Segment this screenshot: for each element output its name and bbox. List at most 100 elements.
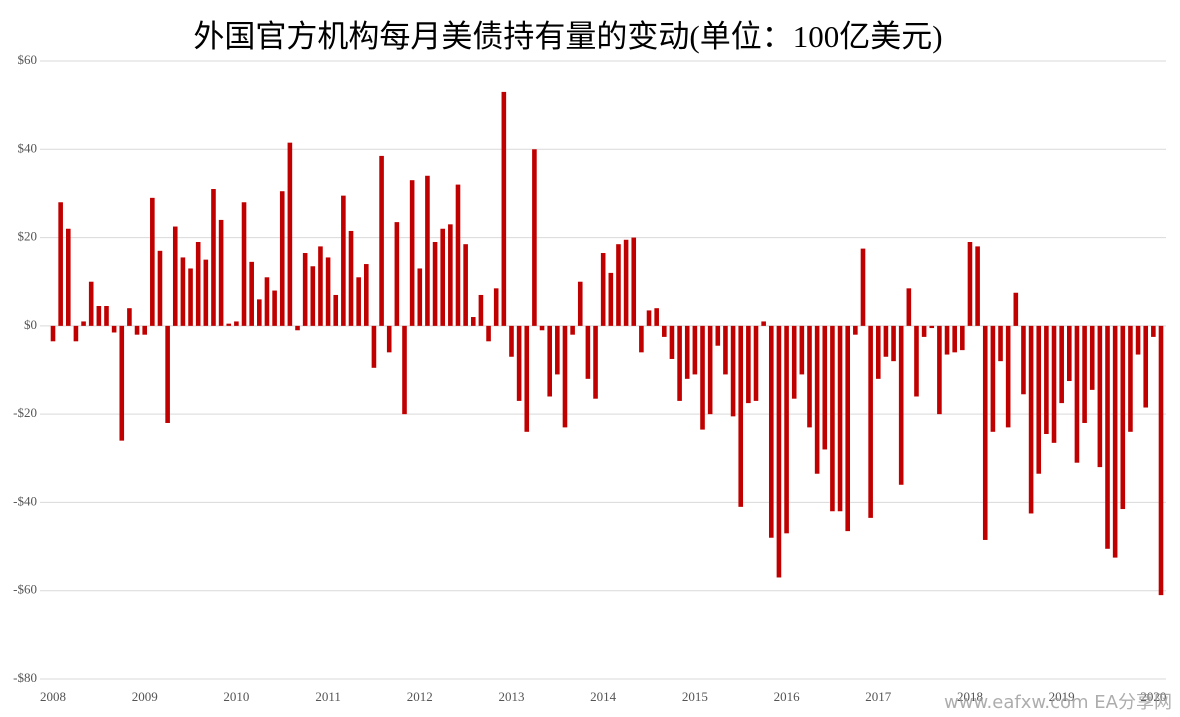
bar <box>440 228 446 326</box>
bar <box>990 325 996 432</box>
x-tick-label: 2012 <box>407 689 433 704</box>
bar <box>104 305 109 326</box>
bar <box>1097 325 1103 468</box>
bar <box>180 257 186 326</box>
chart-title: 外国官方机构每月美债持有量的变动(单位：100亿美元) <box>193 19 942 54</box>
bar <box>394 222 400 326</box>
bar <box>1051 325 1057 443</box>
bar <box>386 325 392 353</box>
bar <box>715 325 721 346</box>
bar <box>157 250 163 326</box>
bar <box>952 325 957 353</box>
bar <box>853 325 858 335</box>
bar <box>501 91 507 326</box>
bar <box>310 266 316 326</box>
bar <box>371 325 377 368</box>
bar <box>111 325 117 333</box>
bar <box>287 142 293 326</box>
bar <box>1082 325 1087 423</box>
bar <box>409 180 415 326</box>
bar <box>218 219 224 326</box>
bar <box>547 325 552 397</box>
y-tick-label: -$40 <box>13 493 37 508</box>
bar <box>81 321 86 326</box>
bar <box>211 189 216 326</box>
y-tick-label: -$80 <box>13 670 37 685</box>
bar <box>822 325 828 450</box>
bar <box>960 325 965 351</box>
bar <box>944 325 950 355</box>
bar <box>478 294 484 326</box>
watermark: www.eafxw.com EA分享网 <box>944 692 1172 713</box>
bar <box>142 325 147 335</box>
bar <box>746 325 751 404</box>
bar <box>73 325 79 342</box>
bar <box>860 248 866 326</box>
bar <box>234 321 239 326</box>
bar <box>707 325 713 415</box>
bar <box>692 325 698 375</box>
bar <box>50 325 56 342</box>
bar <box>58 202 63 326</box>
x-tick-label: 2018 <box>957 689 983 704</box>
bar <box>1151 325 1156 337</box>
bar <box>470 317 476 326</box>
x-tick-label: 2013 <box>498 689 524 704</box>
bar <box>570 325 575 335</box>
bar <box>807 325 812 428</box>
bar <box>96 305 102 326</box>
bar <box>998 325 1003 362</box>
bar <box>814 325 820 474</box>
bar <box>830 325 835 512</box>
bar <box>333 294 339 326</box>
bar <box>776 325 782 578</box>
bar <box>677 325 682 401</box>
bar <box>493 288 499 326</box>
bar <box>1067 325 1072 382</box>
bar <box>616 244 621 326</box>
x-tick-label: 2011 <box>315 689 341 704</box>
bar <box>302 253 308 326</box>
bar <box>1021 325 1026 395</box>
bar <box>257 299 262 326</box>
bar <box>1059 325 1064 404</box>
bar <box>272 290 277 326</box>
x-tick-label: 2015 <box>682 689 708 704</box>
bar <box>524 325 530 432</box>
bar <box>593 325 598 399</box>
x-tick-label: 2020 <box>1140 689 1166 704</box>
bar <box>341 195 346 326</box>
bar <box>539 325 545 331</box>
bar <box>318 246 323 326</box>
bar <box>875 325 881 379</box>
bar <box>1135 325 1141 355</box>
x-tick-label: 2017 <box>865 689 892 704</box>
x-tick-label: 2019 <box>1049 689 1075 704</box>
bar <box>608 272 614 326</box>
bar <box>631 237 637 326</box>
bar <box>753 325 759 401</box>
bar <box>65 228 71 326</box>
bar <box>195 241 201 326</box>
bar <box>1089 325 1095 390</box>
x-tick-label: 2016 <box>774 689 801 704</box>
bar <box>402 325 407 415</box>
x-tick-label: 2014 <box>590 689 617 704</box>
bar <box>279 191 285 326</box>
bar <box>623 239 629 326</box>
bar <box>425 175 430 326</box>
bar <box>1005 325 1011 428</box>
bar <box>669 325 675 359</box>
bar <box>325 257 331 326</box>
bar <box>448 224 453 326</box>
bar <box>226 323 232 326</box>
bar <box>203 259 209 326</box>
bar <box>700 325 705 430</box>
bar <box>249 261 254 326</box>
bar <box>432 241 438 326</box>
bar <box>937 325 942 415</box>
bar <box>730 325 736 417</box>
bar <box>486 325 491 342</box>
x-tick-label: 2009 <box>132 689 158 704</box>
